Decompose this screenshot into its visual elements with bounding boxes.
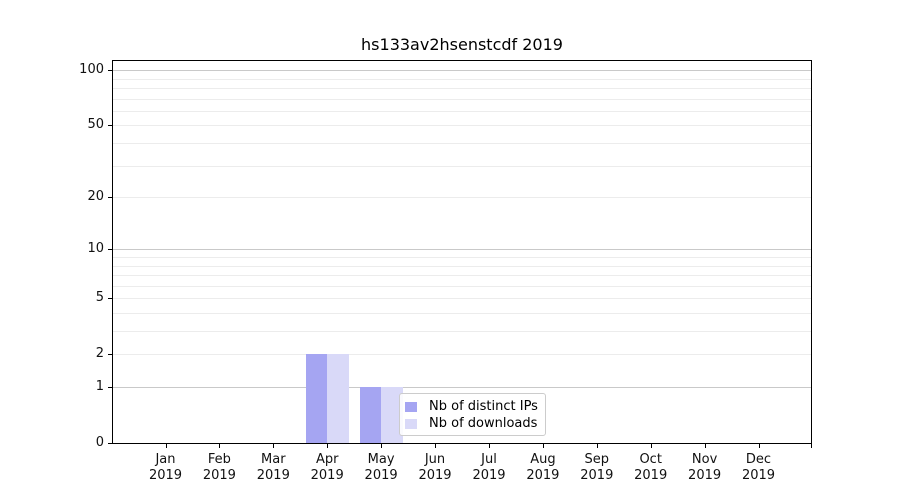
bar bbox=[381, 387, 403, 443]
x-tick-mark bbox=[327, 444, 329, 448]
x-tick-year: 2019 bbox=[310, 468, 344, 483]
x-tick-year: 2019 bbox=[634, 468, 668, 483]
x-tick-year: 2019 bbox=[418, 468, 452, 483]
x-tick-label: Jun 2019 bbox=[407, 452, 463, 484]
x-tick-month: Apr bbox=[315, 452, 339, 467]
x-tick-label: Apr 2019 bbox=[299, 452, 355, 484]
minor-gridline bbox=[113, 275, 811, 276]
y-tick-label: 5 bbox=[95, 290, 104, 306]
x-tick-mark bbox=[381, 444, 383, 448]
minor-gridline bbox=[113, 285, 811, 287]
minor-gridline bbox=[113, 87, 811, 89]
x-tick-mark bbox=[435, 444, 436, 448]
minor-gridline bbox=[113, 256, 811, 258]
minor-gridline bbox=[113, 98, 811, 100]
x-tick-label: Sep 2019 bbox=[569, 452, 625, 484]
minor-gridline bbox=[113, 197, 811, 198]
x-tick-month: Nov bbox=[691, 452, 718, 467]
x-tick-month: Aug bbox=[530, 452, 556, 467]
major-gridline bbox=[113, 249, 811, 251]
x-tick-year: 2019 bbox=[256, 468, 290, 483]
legend-label: Nb of distinct IPs bbox=[429, 399, 538, 414]
minor-gridline bbox=[113, 165, 811, 167]
x-tick-label: Jul 2019 bbox=[461, 452, 517, 484]
y-tick-label: 100 bbox=[79, 62, 104, 78]
x-tick-mark bbox=[811, 444, 812, 448]
x-tick-month: Mar bbox=[261, 452, 286, 467]
legend-label: Nb of downloads bbox=[429, 416, 538, 431]
x-tick-mark bbox=[165, 444, 167, 448]
x-tick-month: Jun bbox=[424, 452, 446, 467]
y-tick-label: 10 bbox=[87, 241, 104, 257]
minor-gridline bbox=[113, 265, 811, 267]
x-tick-month: Jul bbox=[481, 452, 497, 467]
x-tick-year: 2019 bbox=[148, 468, 183, 483]
minor-gridline bbox=[113, 110, 811, 112]
x-tick-month: Oct bbox=[639, 452, 662, 467]
y-tick-mark bbox=[108, 197, 112, 198]
x-tick-month: Jan bbox=[155, 452, 176, 467]
major-gridline bbox=[113, 70, 811, 72]
bar bbox=[327, 354, 349, 443]
x-tick-label: May 2019 bbox=[353, 452, 409, 484]
y-tick-label: 0 bbox=[95, 435, 104, 450]
legend-swatch-icon bbox=[405, 418, 417, 429]
x-tick-label: Aug 2019 bbox=[515, 452, 571, 484]
minor-gridline bbox=[113, 354, 811, 356]
x-tick-mark bbox=[273, 444, 275, 448]
x-tick-label: Jan 2019 bbox=[138, 452, 194, 484]
y-tick-mark bbox=[108, 70, 112, 72]
x-tick-year: 2019 bbox=[202, 468, 236, 483]
x-tick-year: 2019 bbox=[688, 468, 722, 483]
x-tick-label: Oct 2019 bbox=[623, 452, 679, 484]
y-tick-mark bbox=[108, 387, 112, 388]
y-tick-mark bbox=[108, 298, 112, 300]
x-tick-year: 2019 bbox=[472, 468, 506, 483]
legend-item: Nb of distinct IPs bbox=[405, 398, 539, 415]
legend-swatch-icon bbox=[405, 401, 417, 412]
y-tick-label: 2 bbox=[95, 346, 104, 362]
x-tick-year: 2019 bbox=[741, 468, 776, 483]
x-tick-year: 2019 bbox=[364, 468, 398, 483]
y-tick-mark bbox=[108, 354, 112, 356]
minor-gridline bbox=[113, 142, 811, 144]
legend-item: Nb of downloads bbox=[405, 415, 539, 432]
y-tick-label: 1 bbox=[95, 379, 104, 394]
x-tick-mark bbox=[596, 444, 598, 448]
x-tick-label: Dec 2019 bbox=[731, 452, 787, 484]
major-gridline bbox=[113, 387, 811, 388]
x-tick-mark bbox=[650, 444, 652, 448]
x-tick-month: Sep bbox=[584, 452, 610, 467]
x-tick-mark bbox=[219, 444, 221, 448]
x-tick-mark bbox=[542, 444, 544, 448]
x-tick-month: Feb bbox=[207, 452, 231, 467]
minor-gridline bbox=[113, 298, 811, 300]
y-tick-mark bbox=[108, 249, 112, 251]
x-tick-mark bbox=[758, 444, 760, 448]
x-tick-label: Feb 2019 bbox=[191, 452, 247, 484]
x-tick-month: Dec bbox=[745, 452, 772, 467]
y-tick-mark bbox=[108, 443, 112, 444]
minor-gridline bbox=[113, 125, 811, 127]
bar bbox=[305, 354, 328, 443]
y-tick-label: 50 bbox=[87, 117, 104, 133]
minor-gridline bbox=[113, 312, 811, 314]
x-tick-month: May bbox=[367, 452, 395, 467]
minor-gridline bbox=[113, 78, 811, 80]
x-tick-year: 2019 bbox=[580, 468, 614, 483]
x-tick-mark bbox=[704, 444, 706, 448]
y-tick-mark bbox=[108, 125, 112, 127]
plot-area bbox=[112, 60, 812, 444]
minor-gridline bbox=[113, 331, 811, 332]
bar bbox=[359, 387, 382, 443]
legend: Nb of distinct IPs Nb of downloads bbox=[399, 393, 546, 436]
x-tick-year: 2019 bbox=[526, 468, 560, 483]
y-tick-label: 20 bbox=[87, 189, 104, 204]
x-tick-label: Mar 2019 bbox=[245, 452, 301, 484]
x-tick-label: Nov 2019 bbox=[677, 452, 733, 484]
x-tick-mark bbox=[489, 444, 490, 448]
chart-title: hs133av2hsenstcdf 2019 bbox=[361, 35, 563, 54]
